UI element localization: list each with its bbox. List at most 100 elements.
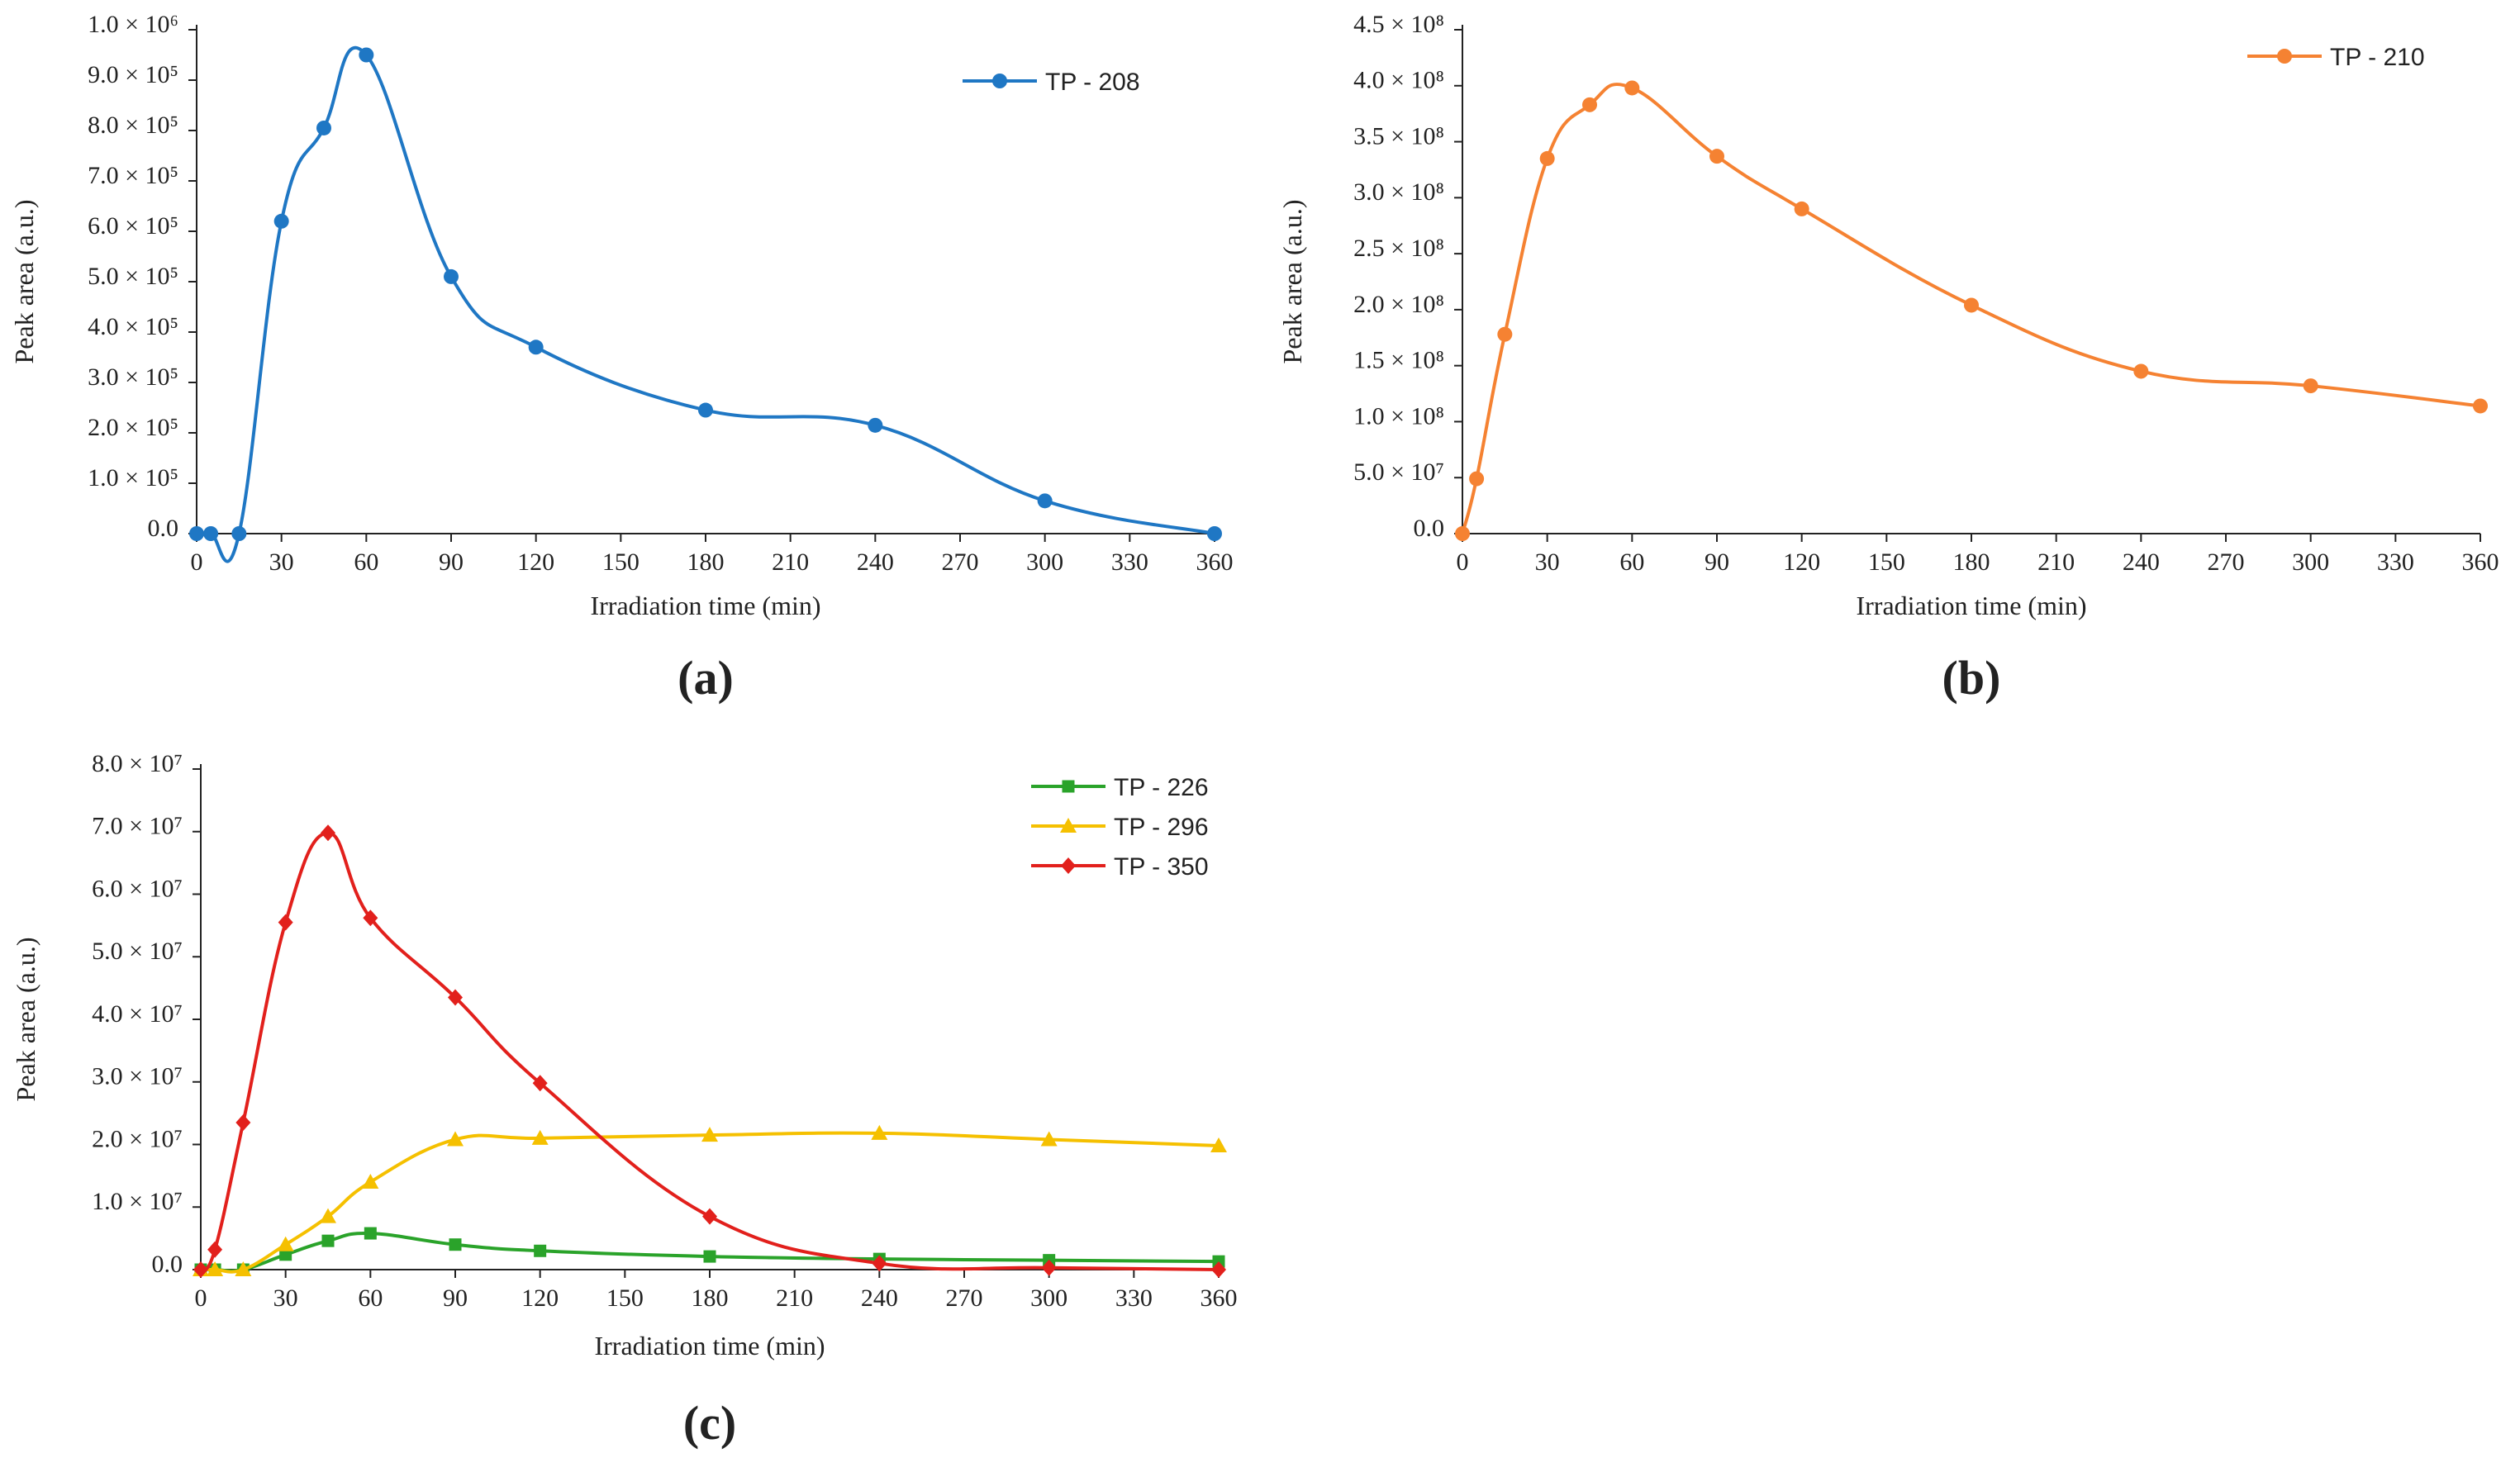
chart-a-xtick-label: 0 [191,548,203,576]
chart-c-ytick-label: 0.0 [152,1251,183,1278]
chart-b-series-0-point [1964,297,1979,313]
chart-b-series-0-point [2303,378,2318,394]
chart-a-xtick-label: 30 [269,548,294,576]
chart-c-series-2-point [448,989,463,1006]
chart-c-series-0-point [534,1244,547,1257]
chart-a-series-0-point [359,47,374,63]
chart-c-y-axis-title: Peak area (a.u.) [11,938,40,1102]
chart-b-series-0-point [1709,149,1724,164]
chart-b-xtick-label: 240 [2123,548,2160,576]
chart-b-series-0 [1455,80,2488,541]
chart-b-caption: (b) [1942,651,2001,705]
chart-b-ytick-label: 5.0 × 10⁷ [1353,458,1444,486]
chart-c-xtick-label: 90 [443,1284,468,1312]
chart-panel-b: 0.0 5.0 × 10⁷ 1.0 × 10⁸ 1.5 × 10⁸ 2.0 × 10⁸ 2… [1260,0,2520,727]
chart-a-svg: 0.0 1.0 × 10⁵ 2.0 × 10⁵ 3.0 × 10⁵ 4.0 × 10⁵ 5… [9,11,1234,705]
chart-c-series-1-point [447,1131,464,1147]
chart-b-y-axis-title: Peak area (a.u.) [1277,200,1307,364]
chart-c-series-2 [193,824,1226,1278]
chart-c-xtick-label: 300 [1030,1284,1067,1312]
chart-c-legend-marker-0 [1062,780,1075,793]
chart-c-legend-label-1: TP - 296 [1114,814,1209,841]
chart-a-series-0 [189,45,1222,563]
chart-c-xtick-label: 210 [776,1284,813,1312]
chart-b-ytick-label: 2.0 × 10⁸ [1353,291,1444,318]
chart-b-xtick-label: 300 [2292,548,2329,576]
chart-c-xtick-label: 0 [195,1284,207,1312]
chart-c-ytick-label: 6.0 × 10⁷ [92,875,183,902]
chart-a-ytick-label: 3.0 × 10⁵ [88,363,178,391]
chart-c-series-2-point [207,1241,223,1258]
chart-c-series-1-point [277,1236,294,1251]
chart-a-xtick-label: 300 [1026,548,1063,576]
chart-c-series-2-point [235,1113,251,1131]
chart-c-series-1-point [207,1261,224,1276]
chart-panel-c: 0.0 1.0 × 10⁷ 2.0 × 10⁷ 3.0 × 10⁷ 4.0 × 10⁷ 5… [0,727,1260,1468]
chart-b-ytick-label: 1.5 × 10⁸ [1353,347,1444,374]
chart-a-xtick-label: 270 [942,548,979,576]
chart-c-series-2-point [363,909,378,927]
chart-b-xtick-label: 30 [1535,548,1560,576]
chart-a-ytick-label: 5.0 × 10⁵ [88,263,178,290]
chart-a-y-axis-title: Peak area (a.u.) [9,200,39,364]
chart-c-xtick-label: 180 [692,1284,729,1312]
chart-b-series-0-point [1582,97,1597,112]
chart-c-ytick-label: 8.0 × 10⁷ [92,750,183,777]
chart-b-series-0-point [1794,201,1809,216]
chart-b-legend-marker-0 [2277,49,2292,64]
chart-a-series-0-point [1207,526,1222,541]
chart-a-xtick-label: 120 [517,548,554,576]
chart-b-xtick-label: 90 [1705,548,1729,576]
chart-c-legend-label-2: TP - 350 [1114,853,1209,881]
chart-b-xtick-label: 0 [1457,548,1469,576]
chart-a-ytick-label: 1.0 × 10⁵ [88,464,178,491]
chart-a-xtick-label: 360 [1196,548,1234,576]
chart-a-series-0-point [444,268,459,284]
chart-c-xtick-label: 120 [521,1284,559,1312]
chart-a-xtick-label: 240 [857,548,894,576]
chart-c-series-0-point [279,1248,292,1261]
chart-b-xtick-label: 150 [1868,548,1905,576]
chart-c-series-1-point [320,1208,336,1223]
chart-c-series-2-point [193,1261,208,1278]
chart-c-series-0-point [703,1250,716,1263]
chart-b-svg: 0.0 5.0 × 10⁷ 1.0 × 10⁸ 1.5 × 10⁸ 2.0 × 10⁸ 2… [1277,11,2499,705]
chart-b-ytick-label: 4.5 × 10⁸ [1353,11,1444,38]
chart-b-ytick-label: 0.0 [1414,515,1445,542]
chart-c-ytick-label: 1.0 × 10⁷ [92,1188,183,1215]
chart-a-xtick-label: 150 [602,548,640,576]
chart-a-series-0-line [197,45,1215,563]
chart-c-legend-marker-1 [1060,818,1077,833]
chart-a-legend-marker-0 [992,74,1007,88]
chart-b-xtick-label: 270 [2208,548,2245,576]
chart-c-series-0-point [364,1227,377,1240]
chart-b-series-0-point [1469,471,1485,487]
chart-c-series-0-line [201,1231,1220,1273]
chart-a-ytick-label: 8.0 × 10⁵ [88,112,178,139]
chart-a-ytick-label: 6.0 × 10⁵ [88,212,178,240]
chart-b-series-0-point [1624,80,1640,96]
chart-c-ytick-label: 4.0 × 10⁷ [92,1000,183,1028]
chart-c-series-1-point [1040,1131,1058,1147]
chart-c-xtick-label: 270 [946,1284,983,1312]
chart-b-legend-label-0: TP - 210 [2330,44,2425,71]
chart-c-series-1-point [701,1127,718,1142]
chart-a-series-0-point [231,526,247,541]
chart-c-series-1-point [235,1261,252,1276]
chart-a-xtick-label: 60 [354,548,378,576]
chart-c-xtick-label: 30 [273,1284,298,1312]
chart-a-ytick-label: 9.0 × 10⁵ [88,61,178,88]
chart-c-xtick-label: 60 [358,1284,383,1312]
chart-b-series-0-point [2133,363,2149,379]
chart-a-ytick-label: 2.0 × 10⁵ [88,414,178,441]
chart-b-xtick-label: 210 [2037,548,2075,576]
chart-c-series-2-point [872,1255,887,1272]
chart-a-ytick-label: 4.0 × 10⁵ [88,313,178,340]
chart-a-caption: (a) [678,651,734,705]
chart-a-ytick-label: 7.0 × 10⁵ [88,162,178,189]
chart-panel-a: 0.0 1.0 × 10⁵ 2.0 × 10⁵ 3.0 × 10⁵ 4.0 × 10⁵ 5… [0,0,1260,727]
chart-c-ytick-label: 5.0 × 10⁷ [92,938,183,965]
chart-c-series-2-point [1041,1259,1057,1276]
chart-a-xtick-label: 330 [1111,548,1148,576]
chart-a-legend-label-0: TP - 208 [1045,69,1140,96]
